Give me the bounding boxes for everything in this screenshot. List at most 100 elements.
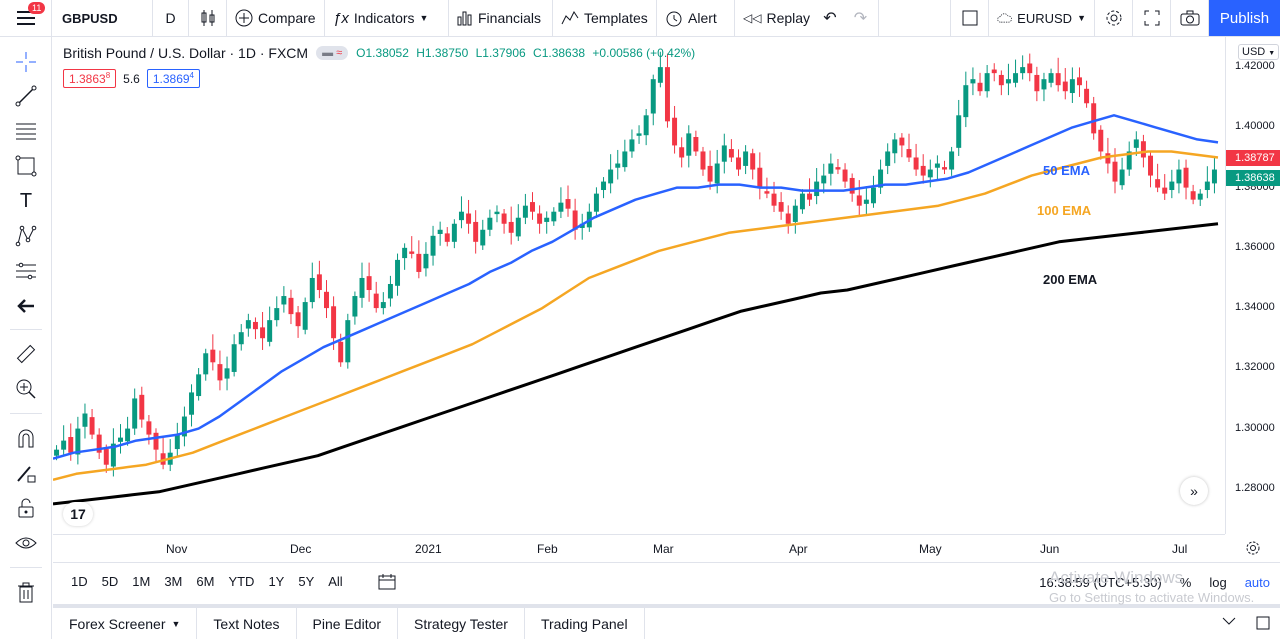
candle (530, 192, 535, 220)
symbol-search-button[interactable]: GBPUSD (52, 0, 153, 37)
collapse-panel-button[interactable] (1222, 616, 1236, 626)
settings-button[interactable] (1095, 0, 1133, 37)
candle-body (487, 217, 493, 230)
candle (544, 211, 550, 234)
stay-drawing-tool[interactable] (13, 460, 39, 486)
sell-price-button[interactable]: 1.38638 (63, 69, 117, 88)
candle-body (821, 175, 827, 184)
magnet-tool[interactable] (13, 425, 39, 451)
candle-body (863, 199, 869, 204)
log-scale-button[interactable]: log (1209, 574, 1227, 590)
financials-button[interactable]: Financials (449, 0, 553, 37)
text-tool[interactable]: T (13, 188, 39, 214)
tab-pine-editor[interactable]: Pine Editor (297, 608, 399, 639)
trend-line-icon (15, 85, 37, 107)
candle (387, 275, 393, 307)
go-to-date-button[interactable] (378, 573, 396, 590)
percent-scale-button[interactable]: % (1179, 574, 1192, 590)
tab-text-notes[interactable]: Text Notes (197, 608, 297, 639)
candle (672, 105, 678, 154)
main-menu-button[interactable]: 11 (0, 0, 52, 37)
currency-button[interactable]: USD ▼ (1238, 44, 1280, 60)
candle-body (885, 151, 891, 166)
range-buttons: 1D 5D 1M 3M 6M YTD 1Y 5Y All (53, 574, 350, 589)
candle (252, 317, 258, 340)
measure-lines-icon (16, 262, 36, 280)
maximize-panel-button[interactable] (1256, 616, 1270, 630)
fullscreen-button[interactable] (1133, 0, 1171, 37)
price-chart[interactable] (53, 37, 1225, 534)
zoom-tool[interactable] (13, 376, 39, 402)
scroll-to-realtime-button[interactable]: » (1180, 477, 1208, 505)
shape-tool[interactable] (13, 153, 39, 179)
candle (480, 219, 486, 250)
candle-body (409, 251, 415, 254)
publish-button[interactable]: Publish (1209, 0, 1280, 36)
range-button-1y[interactable]: 1Y (268, 574, 285, 589)
candle-body (430, 235, 436, 256)
candle-body (260, 327, 266, 339)
date-range-bar: 1D 5D 1M 3M 6M YTD 1Y 5Y All 16:38:59 (UTC+5:30)… (53, 562, 1280, 600)
timezone-button[interactable]: 16:38:59 (UTC+5:30) (1039, 574, 1162, 590)
remove-drawings-tool[interactable] (13, 579, 39, 605)
range-button-5y[interactable]: 5Y (298, 574, 315, 589)
range-button-all[interactable]: All (328, 574, 343, 589)
candle-body (750, 153, 756, 170)
tab-forex-screener[interactable]: Forex Screener ▼ (53, 608, 198, 639)
range-button-5d[interactable]: 5D (101, 574, 119, 589)
replay-button[interactable]: ◁◁ Replay (735, 0, 817, 37)
data-problem-pill[interactable]: ▬ ≈ (316, 46, 349, 60)
indicators-button[interactable]: ƒx Indicators ▼ (325, 0, 449, 37)
compare-button[interactable]: Compare (227, 0, 325, 37)
alert-label: Alert (688, 10, 717, 26)
trend-line-tool[interactable] (13, 83, 39, 109)
undo-button[interactable]: ↶ (817, 0, 843, 37)
alert-button[interactable]: Alert (657, 0, 735, 37)
snapshot-button[interactable] (1171, 0, 1209, 37)
candle (721, 133, 727, 174)
tab-trading-panel[interactable]: Trading Panel (525, 608, 645, 639)
chart-pane[interactable] (53, 37, 1225, 534)
range-button-6m[interactable]: 6M (196, 574, 215, 589)
interval-label: D (165, 10, 176, 26)
redo-button[interactable]: ↷ (843, 0, 879, 37)
ema100-label: 100 EMA (1037, 203, 1092, 218)
candle (1190, 184, 1196, 205)
candle (331, 296, 337, 350)
hide-drawings-tool[interactable] (13, 530, 39, 556)
time-scale[interactable]: Nov Dec 2021 Feb Mar Apr May Jun Jul (53, 534, 1225, 562)
compare-symbol-button[interactable]: EURUSD ▼ (989, 0, 1095, 37)
range-button-1m[interactable]: 1M (132, 574, 151, 589)
pattern-tool[interactable] (13, 223, 39, 249)
interval-button[interactable]: D (153, 0, 189, 37)
range-button-1d[interactable]: 1D (71, 574, 88, 589)
price-scale[interactable]: USD ▼ 1.42000 1.40000 1.38000 1.36000 1.3400… (1225, 37, 1280, 534)
prediction-tool[interactable] (13, 258, 39, 284)
templates-button[interactable]: Templates (553, 0, 657, 37)
candle (1155, 163, 1161, 193)
back-arrow-tool[interactable] (13, 293, 39, 319)
layout-button[interactable] (951, 0, 989, 37)
candle-body (1119, 169, 1125, 186)
candle-body (835, 167, 841, 170)
range-button-ytd[interactable]: YTD (228, 574, 255, 589)
crosshair-tool[interactable] (13, 49, 39, 75)
auto-scale-button[interactable]: auto (1244, 574, 1270, 590)
ruler-tool[interactable] (13, 341, 39, 367)
candle-body (878, 169, 884, 188)
watermark-line2: Go to Settings to activate Windows. (1049, 590, 1255, 605)
tradingview-logo[interactable]: 17 (63, 502, 93, 526)
tab-strategy-tester[interactable]: Strategy Tester (398, 608, 525, 639)
candle-body (252, 321, 258, 330)
chart-type-button[interactable] (189, 0, 227, 37)
candle (949, 146, 955, 176)
buy-price-button[interactable]: 1.38694 (146, 69, 200, 88)
range-button-3m[interactable]: 3M (164, 574, 183, 589)
candle-body (444, 233, 450, 242)
fib-tool[interactable] (13, 118, 39, 144)
candle-body (629, 139, 635, 152)
candle (125, 416, 131, 446)
lock-drawings-tool[interactable] (13, 495, 39, 521)
candle (352, 291, 358, 325)
chart-settings-button[interactable] (1245, 540, 1261, 556)
